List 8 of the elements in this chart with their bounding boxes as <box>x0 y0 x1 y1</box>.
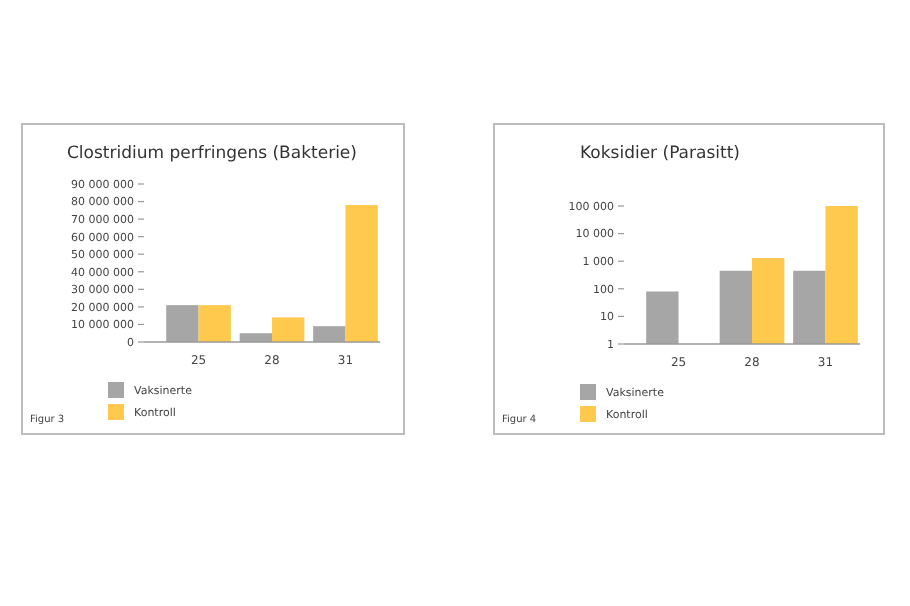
bar <box>166 305 199 342</box>
bar <box>239 333 272 342</box>
bar <box>313 326 346 342</box>
chart-title: Koksidier (Parasitt) <box>580 144 740 164</box>
bar <box>345 205 378 342</box>
bar <box>198 305 231 342</box>
chart-title: Clostridium perfringens (Bakterie) <box>67 144 357 164</box>
bar <box>272 317 305 342</box>
